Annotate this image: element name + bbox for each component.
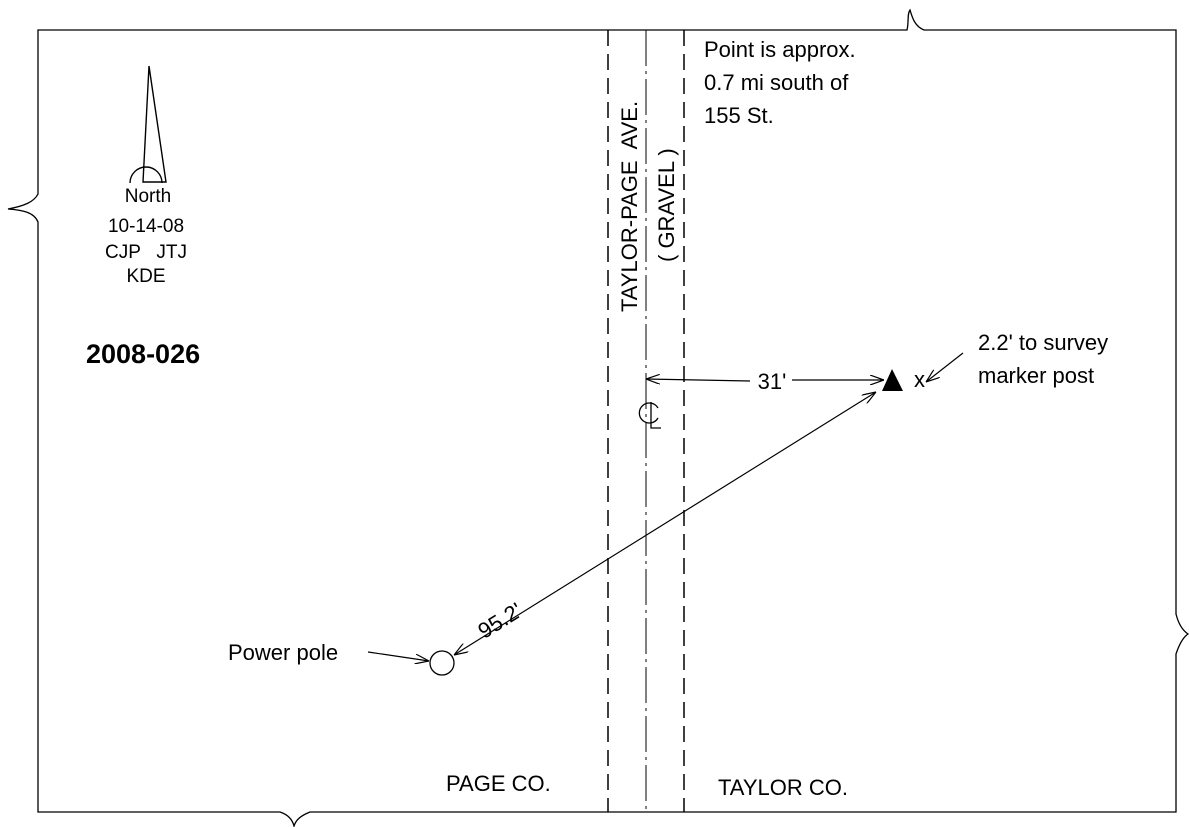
road-surface: ( GRAVEL ) (654, 148, 679, 262)
county-east-label: TAYLOR CO. (718, 775, 848, 800)
location-note-line1: Point is approx. (704, 37, 856, 62)
survey-point-triangle (882, 369, 903, 391)
marker-note-line1: 2.2' to survey (978, 330, 1108, 355)
north-arrow (129, 65, 167, 184)
county-west-label: PAGE CO. (446, 771, 551, 796)
location-note-line3: 155 St. (704, 103, 774, 128)
crew-initials-line2: KDE (126, 266, 165, 287)
power-pole-leader (367, 651, 429, 661)
marker-note-line2: marker post (978, 363, 1094, 388)
offset-dimension-label: 31' (758, 369, 787, 394)
power-pole-symbol (429, 650, 455, 676)
survey-date: 10-14-08 (108, 216, 184, 237)
location-note-line2: 0.7 mi south of (704, 70, 849, 95)
marker-note-leader (926, 352, 964, 382)
centerline-symbol: CL (638, 402, 661, 429)
power-pole-label: Power pole (228, 640, 338, 665)
crew-initials-line1: CJP JTJ (105, 242, 187, 263)
diagonal-dimension-label: 95.2' (473, 598, 526, 644)
road-name: TAYLOR-PAGE AVE. (617, 101, 642, 312)
sheet-border (7, 8, 1189, 827)
survey-id: 2008-026 (86, 339, 200, 369)
offset-dimension-left (646, 379, 751, 381)
diagonal-dimension-line (454, 392, 876, 655)
marker-x: x (914, 367, 925, 392)
north-label: North (125, 186, 171, 207)
